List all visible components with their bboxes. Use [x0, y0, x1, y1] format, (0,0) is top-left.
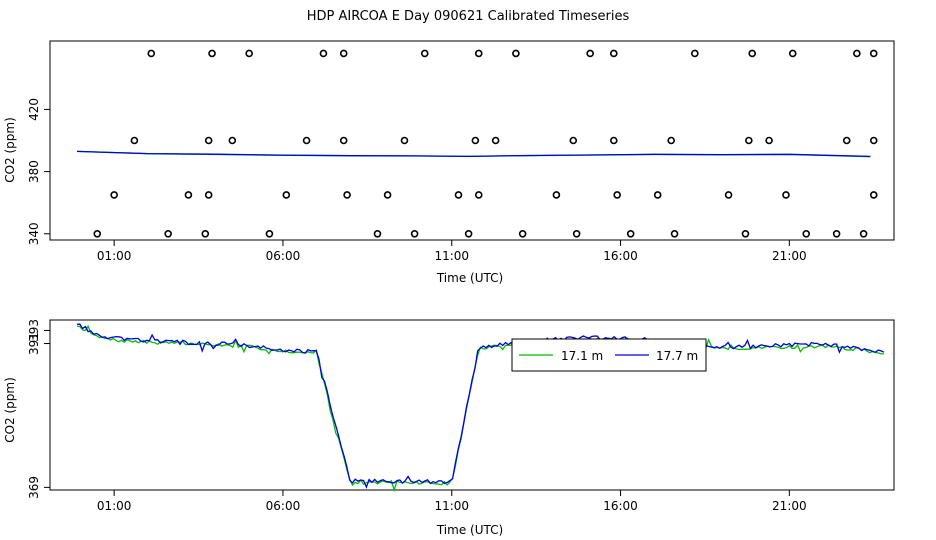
data-point-circle [748, 49, 757, 58]
data-point-circle [518, 229, 527, 238]
data-point-circle [474, 49, 483, 58]
data-point-circle [842, 136, 851, 145]
top-y-tick-label: 340 [27, 222, 41, 245]
top-x-tick-label: 16:00 [603, 249, 638, 263]
top-series-lines [76, 150, 871, 158]
data-point-circle [869, 191, 878, 199]
data-point-circle [204, 136, 213, 145]
top-circle-markers [93, 49, 878, 238]
data-point-circle [265, 229, 274, 238]
chart-title: HDP AIRCOA E Day 090621 Calibrated Times… [306, 9, 630, 24]
data-point-circle [339, 136, 348, 145]
data-point-circle [512, 49, 520, 58]
top-x-tick-label: 11:00 [434, 249, 469, 263]
data-point-circle [782, 191, 790, 199]
data-point-circle [464, 229, 473, 238]
data-point-circle [670, 229, 679, 238]
data-point-circle [569, 136, 578, 145]
data-point-circle [586, 49, 594, 58]
top-x-axis: 01:00 06:00 11:00 16:00 21:00 [97, 240, 807, 263]
bottom-x-tick-label: 16:00 [603, 499, 638, 513]
data-point-circle [93, 229, 102, 238]
data-point-circle [626, 229, 635, 238]
bottom-x-tick-label: 21:00 [772, 499, 807, 513]
data-point-circle [130, 136, 139, 145]
data-point-circle [853, 49, 861, 58]
data-point-circle [454, 191, 463, 199]
bottom-y-tick-label: 369 [27, 476, 41, 499]
data-point-circle [302, 136, 311, 145]
legend-label-17-1m: 17.1 m [561, 349, 603, 363]
data-point-circle [552, 191, 561, 199]
bottom-plot-frame [49, 319, 895, 491]
data-point-circle [859, 229, 868, 238]
top-x-tick-label: 21:00 [772, 249, 807, 263]
legend: 17.1 m 17.7 m [511, 338, 707, 372]
data-point-circle [204, 191, 213, 199]
data-point-circle [572, 229, 581, 238]
data-point-circle [282, 191, 291, 199]
data-point-circle [228, 136, 237, 145]
top-y-axis: 340 380 420 [27, 98, 50, 245]
data-point-circle [383, 191, 392, 199]
data-point-circle [609, 136, 618, 145]
data-point-circle [741, 229, 750, 238]
data-point-circle [110, 191, 118, 199]
data-point-circle [691, 49, 699, 58]
top-panel: 01:00 06:00 11:00 16:00 21:00 340 380 420 Time… [3, 40, 895, 285]
data-point-circle [724, 191, 733, 199]
data-point-circle [184, 191, 193, 199]
bottom-series-line-17-1-m [76, 324, 884, 493]
bottom-y-tick-label: 391 [27, 332, 41, 355]
top-x-tick-label: 01:00 [97, 249, 132, 263]
bottom-y-tick-label: 393 [27, 319, 41, 342]
data-point-circle [745, 136, 753, 145]
data-point-circle [245, 49, 253, 58]
data-point-circle [420, 49, 429, 58]
bottom-series-lines [76, 323, 885, 493]
bottom-x-tick-label: 06:00 [266, 499, 301, 513]
top-series-line-1 [76, 150, 871, 158]
data-point-circle [339, 49, 348, 58]
data-point-circle [869, 49, 878, 58]
data-point-circle [788, 49, 797, 58]
data-point-circle [667, 136, 675, 145]
data-point-circle [471, 136, 480, 145]
data-point-circle [613, 191, 621, 199]
top-y-tick-label: 380 [27, 160, 41, 183]
bottom-x-tick-label: 01:00 [97, 499, 132, 513]
data-point-circle [373, 229, 382, 238]
top-y-axis-label: CO2 (ppm) [3, 117, 17, 183]
top-x-axis-label: Time (UTC) [436, 271, 503, 285]
data-point-circle [869, 136, 878, 145]
data-point-circle [208, 49, 216, 58]
data-point-circle [400, 136, 409, 145]
data-point-circle [653, 191, 662, 199]
data-point-circle [410, 229, 419, 238]
data-point-circle [609, 49, 618, 58]
top-y-tick-label: 420 [27, 98, 41, 121]
data-point-circle [147, 49, 156, 58]
top-x-tick-label: 06:00 [266, 249, 301, 263]
data-point-circle [491, 136, 500, 145]
bottom-y-axis-label: CO2 (ppm) [3, 377, 17, 443]
data-point-circle [474, 191, 483, 199]
data-point-circle [343, 191, 351, 199]
legend-label-17-7m: 17.7 m [656, 349, 698, 363]
bottom-x-axis-label: Time (UTC) [436, 523, 503, 537]
data-point-circle [201, 229, 210, 238]
data-point-circle [832, 229, 841, 238]
bottom-series-line-17-7-m [76, 323, 885, 489]
data-point-circle [164, 229, 172, 238]
data-point-circle [802, 229, 811, 238]
bottom-x-axis: 01:00 06:00 11:00 16:00 21:00 [97, 490, 807, 513]
bottom-x-tick-label: 11:00 [434, 499, 469, 513]
top-plot-frame [49, 40, 895, 241]
data-point-circle [765, 136, 773, 145]
data-point-circle [319, 49, 328, 58]
